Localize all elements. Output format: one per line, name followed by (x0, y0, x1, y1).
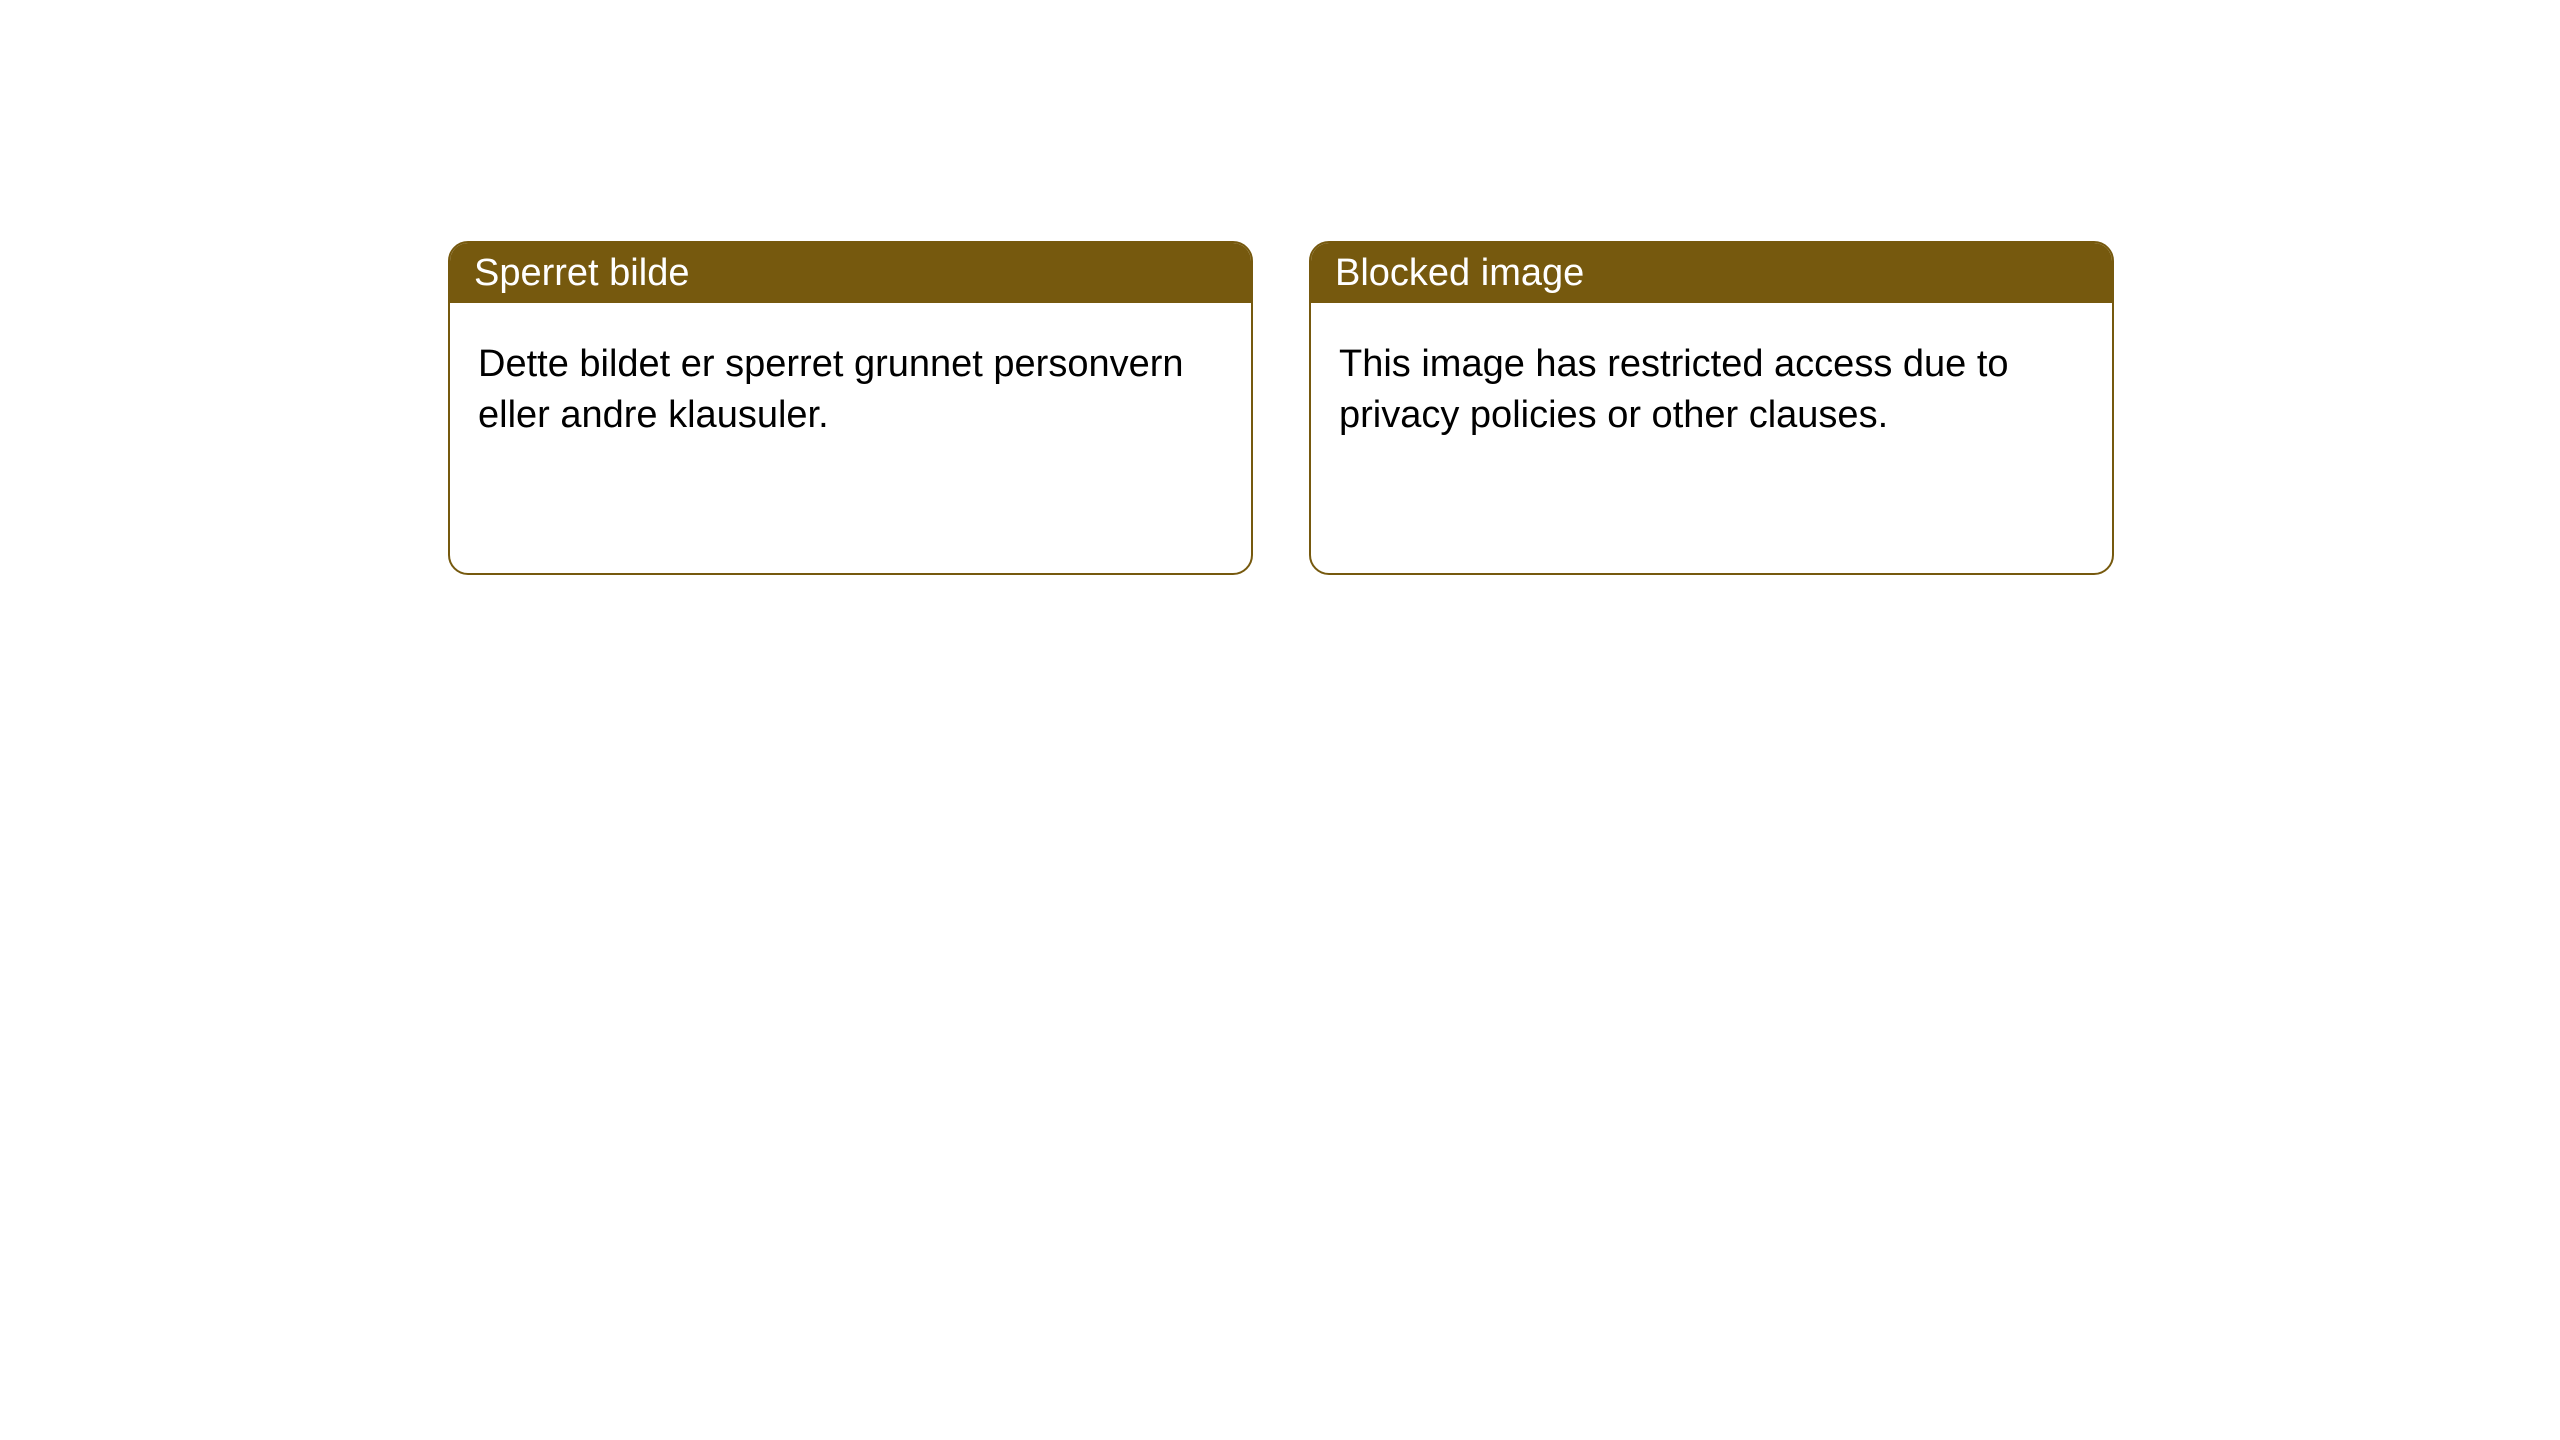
card-title: Sperret bilde (474, 252, 689, 295)
notice-card-norwegian: Sperret bilde Dette bildet er sperret gr… (448, 241, 1253, 575)
card-body-text: This image has restricted access due to … (1339, 343, 2009, 436)
card-body: This image has restricted access due to … (1311, 303, 2112, 478)
notice-container: Sperret bilde Dette bildet er sperret gr… (0, 0, 2560, 575)
card-header: Blocked image (1311, 243, 2112, 303)
notice-card-english: Blocked image This image has restricted … (1309, 241, 2114, 575)
card-header: Sperret bilde (450, 243, 1251, 303)
card-body-text: Dette bildet er sperret grunnet personve… (478, 343, 1184, 436)
card-title: Blocked image (1335, 252, 1584, 295)
card-body: Dette bildet er sperret grunnet personve… (450, 303, 1251, 478)
